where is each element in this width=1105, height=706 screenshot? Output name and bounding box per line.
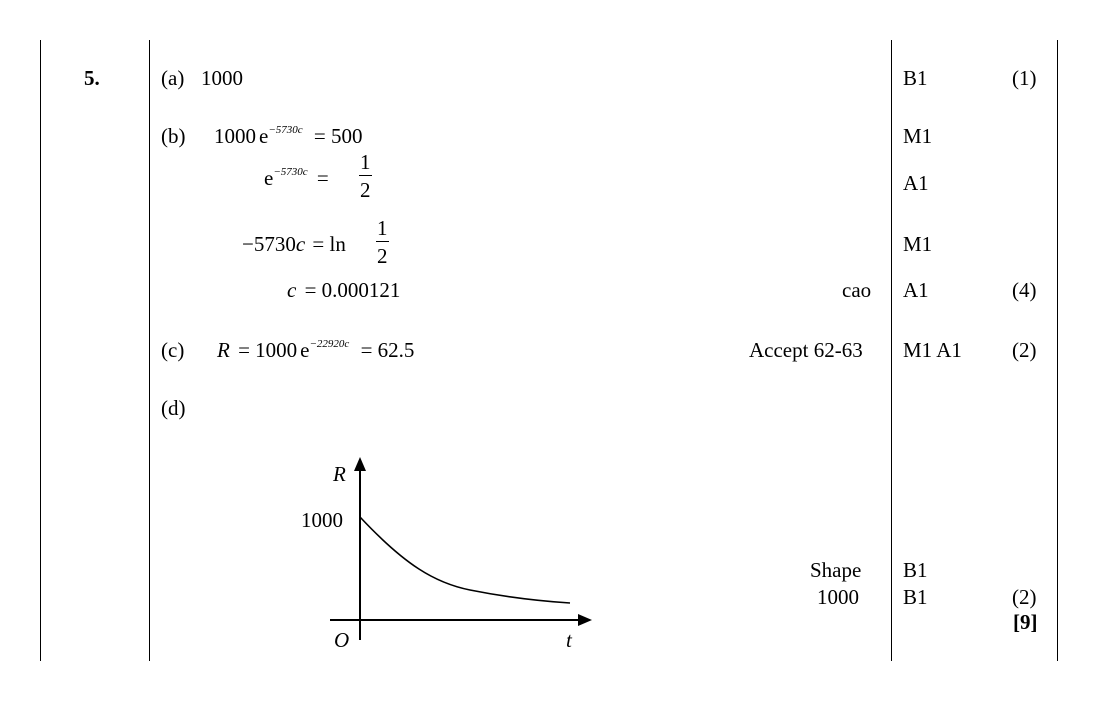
part-a-mark: B1 [903,66,928,90]
part-b-line2-eq: = [316,166,329,190]
part-a-total: (1) [1012,66,1037,90]
fraction-numerator: 1 [377,216,388,240]
part-c-total: (2) [1012,338,1037,362]
part-d-note-intercept: 1000 [817,585,859,609]
part-b-line3-coef: −5730 [242,232,296,256]
part-b-line2-exponent: −5730c [273,166,308,178]
part-c-exponent: −22920c [309,338,350,350]
part-b-line1-e: e [259,124,269,148]
part-b-line1-exponent: −5730c [268,124,303,136]
decay-curve [359,516,571,604]
part-d-mark-intercept: B1 [903,585,928,609]
part-c-e: e [300,338,310,362]
fraction-numerator: 1 [360,150,371,174]
fraction-denominator: 2 [360,178,371,202]
part-b-line1-rhs: = 500 [313,124,363,148]
part-b-line3-var: c [295,232,306,256]
part-b-line2-lhs: e−5730c = [264,166,329,190]
part-c-mark: M1 A1 [903,338,962,362]
part-b-line4-rhs: = 0.000121 [304,278,401,302]
y-intercept-label: 1000 [301,508,343,532]
fraction-denominator: 2 [377,244,388,268]
part-b-line1-mark: M1 [903,124,933,148]
origin-label: O [334,628,350,652]
fraction-bar [376,241,389,242]
grand-total: [9] [1013,610,1038,634]
y-axis-label: R [333,462,346,486]
part-d-note-shape: Shape [810,558,862,582]
question-number: 5. [84,66,100,90]
part-c-eq: = 1000 [238,338,298,362]
part-b-line4-mark: A1 [903,278,929,302]
part-b-line3-lhs: −5730c = ln [242,234,346,255]
part-b-label: (b) [161,124,186,148]
x-axis-label: t [566,628,572,652]
part-b-line4: c = 0.000121 [287,280,400,301]
part-c-var: R [217,338,230,362]
decay-graph [330,457,592,640]
part-d-mark-shape: B1 [903,558,928,582]
part-b-line2-e: e [264,166,274,190]
part-d-total: (2) [1012,585,1037,609]
table-right-border [1057,40,1058,661]
question-column-divider [149,40,150,661]
part-d-label: (d) [161,396,186,420]
part-b-line3-eq: = ln [312,232,346,256]
table-left-border [40,40,41,661]
part-b-line4-var: c [287,278,297,302]
part-b-line3-fraction: 1 2 [376,218,389,267]
part-b-line2-fraction: 1 2 [359,152,372,201]
part-c-note: Accept 62-63 [749,338,863,362]
y-axis-arrow-icon [354,457,366,471]
part-b-line1: 1000 e−5730c = 500 [214,124,363,148]
part-c-rhs: = 62.5 [360,338,415,362]
part-b-line3-mark: M1 [903,232,933,256]
part-b-line4-note: cao [842,278,872,302]
x-axis-arrow-icon [578,614,592,626]
fraction-bar [359,175,372,176]
part-c-equation: R = 1000 e−22920c = 62.5 [217,338,415,362]
part-a-answer: 1000 [201,66,243,90]
part-b-line1-coef: 1000 [214,124,256,148]
part-b-total: (4) [1012,278,1037,302]
marks-column-divider [891,40,892,661]
part-b-line2-mark: A1 [903,171,929,195]
part-a-label: (a) [161,66,185,90]
part-c-label: (c) [161,338,185,362]
